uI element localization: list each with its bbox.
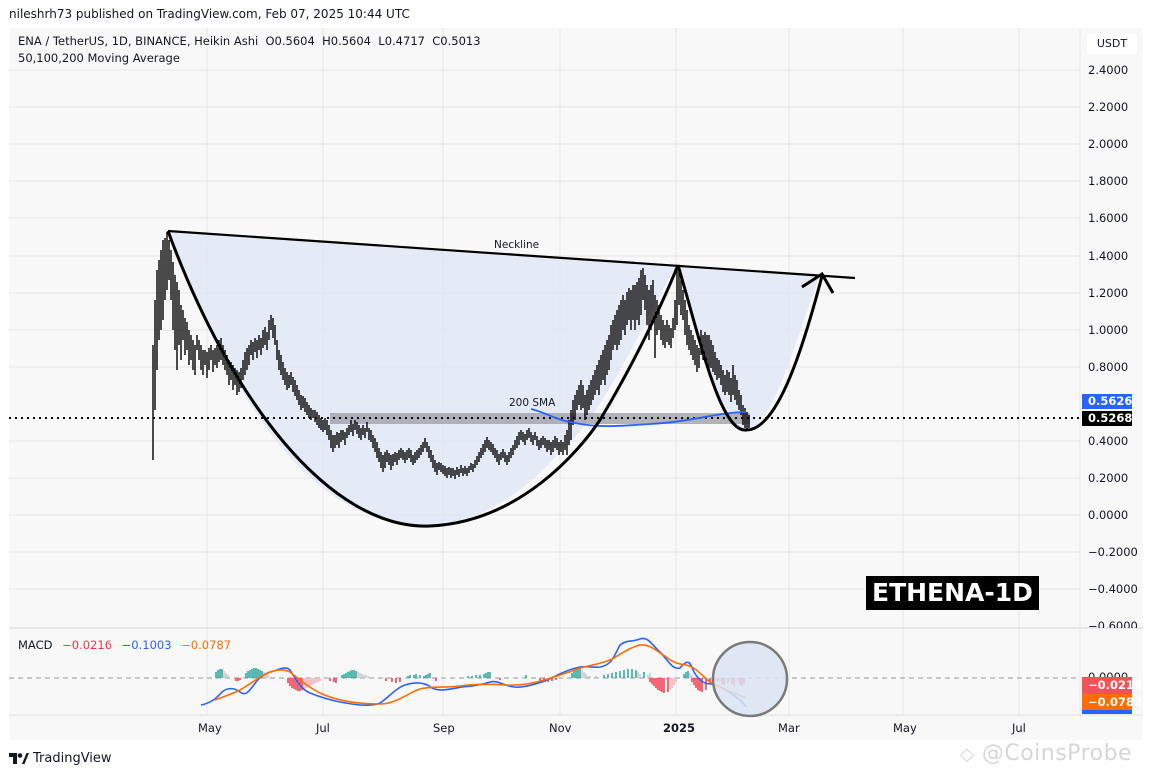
sma200-label: 200 SMA <box>509 397 556 409</box>
macd-line-value: −0.1003 <box>121 638 172 652</box>
arrow-head <box>801 271 835 294</box>
x-tick: May <box>893 721 917 735</box>
macd-label: MACD <box>18 638 53 652</box>
y-tick: 2.0000 <box>1088 137 1129 151</box>
x-tick-year: 2025 <box>663 721 696 735</box>
watermark-label: @CoinsProbe <box>981 741 1133 766</box>
macd-line-badge <box>1082 710 1132 714</box>
x-tick: Jul <box>1012 721 1026 735</box>
tradingview-logo-icon <box>9 752 29 764</box>
macd-highlight-circle <box>711 640 789 718</box>
y-tick: 2.4000 <box>1088 63 1129 77</box>
tradingview-brand[interactable]: TradingView <box>9 751 112 766</box>
pattern-fill <box>168 231 820 527</box>
x-tick: Nov <box>549 721 572 735</box>
cup-curve <box>166 230 680 528</box>
macd-histogram <box>215 668 745 693</box>
price-bars <box>152 232 750 479</box>
macd-signal-badge: −0.0787 <box>1082 694 1142 710</box>
macd-hist-value: −0.0216 <box>62 638 113 652</box>
indicator-legend[interactable]: 50,100,200 Moving Average <box>18 51 180 65</box>
diamond-logo-icon: ◇ <box>960 744 975 765</box>
chart-title-box: ETHENA-1D <box>866 576 1039 610</box>
published-info: nileshrh73 published on TradingView.com,… <box>9 7 410 21</box>
symbol-legend: ENA / TetherUS, 1D, BINANCE, Heikin Ashi… <box>18 34 481 48</box>
y-tick: −0.4000 <box>1088 582 1138 596</box>
y-tick: 1.0000 <box>1088 323 1129 337</box>
neckline-label: Neckline <box>494 239 540 251</box>
brand-label: TradingView <box>33 751 112 766</box>
macd-line <box>200 637 747 708</box>
macd-zero-tick: 0.0000 <box>1088 670 1129 678</box>
x-tick: Jul <box>316 721 330 735</box>
y-tick: 1.8000 <box>1088 174 1129 188</box>
current-price-badge: 0.5268 <box>1082 411 1132 426</box>
support-zone <box>330 413 750 424</box>
y-tick: 0.0000 <box>1088 508 1129 522</box>
y-tick: 2.2000 <box>1088 100 1129 114</box>
sma200-line <box>530 408 747 428</box>
y-tick: 0.4000 <box>1088 434 1129 448</box>
y-tick: 1.6000 <box>1088 211 1129 225</box>
macd-hist-badge: −0.0216 <box>1082 677 1142 694</box>
y-tick: 1.2000 <box>1088 286 1129 300</box>
x-tick: Mar <box>778 721 800 735</box>
y-tick: −0.2000 <box>1088 545 1138 559</box>
handle-curve <box>676 264 824 432</box>
y-tick: 1.4000 <box>1088 249 1129 263</box>
x-tick: Sep <box>433 721 455 735</box>
sma200-price-badge: 0.5626 <box>1082 394 1132 409</box>
signal-line <box>214 644 747 705</box>
y-tick: 0.8000 <box>1088 360 1129 374</box>
y-tick: −0.6000 <box>1088 619 1138 628</box>
macd-legend[interactable]: MACD −0.0216 −0.1003 −0.0787 <box>18 638 237 652</box>
coinsprobe-watermark: ◇ @CoinsProbe <box>960 741 1132 766</box>
neckline <box>167 229 856 280</box>
x-tick: May <box>198 721 222 735</box>
y-tick: 0.2000 <box>1088 471 1129 485</box>
macd-signal-value: −0.0787 <box>181 638 232 652</box>
currency-unit-button[interactable]: USDT <box>1087 33 1137 55</box>
